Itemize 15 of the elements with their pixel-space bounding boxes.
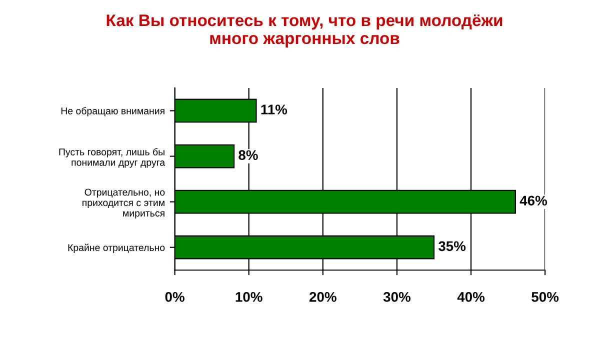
data-label: 8% [238, 150, 258, 160]
y-tick-label: Пусть говорят, лишь бы понимали друг друга [59, 148, 166, 168]
data-label: 11% [261, 104, 288, 114]
y-tick-label: Не обращаю внимания [61, 107, 164, 116]
chart-title: Как Вы относитесь к тому, что в речи молодёжи много жаргонных слов [106, 14, 502, 48]
x-tick-label: 0% [165, 292, 184, 302]
y-tick-label: Отрицательно, но приходится с этим мириться [82, 188, 165, 219]
y-tick-label: Крайне отрицательно [68, 244, 165, 253]
data-label: 46% [520, 196, 548, 206]
x-tick-label: 50% [532, 292, 559, 302]
x-tick-label: 10% [236, 292, 262, 302]
x-tick-label: 30% [383, 292, 410, 302]
x-tick-label: 40% [457, 292, 485, 302]
data-label: 35% [438, 241, 466, 252]
x-tick-label: 20% [309, 292, 336, 302]
